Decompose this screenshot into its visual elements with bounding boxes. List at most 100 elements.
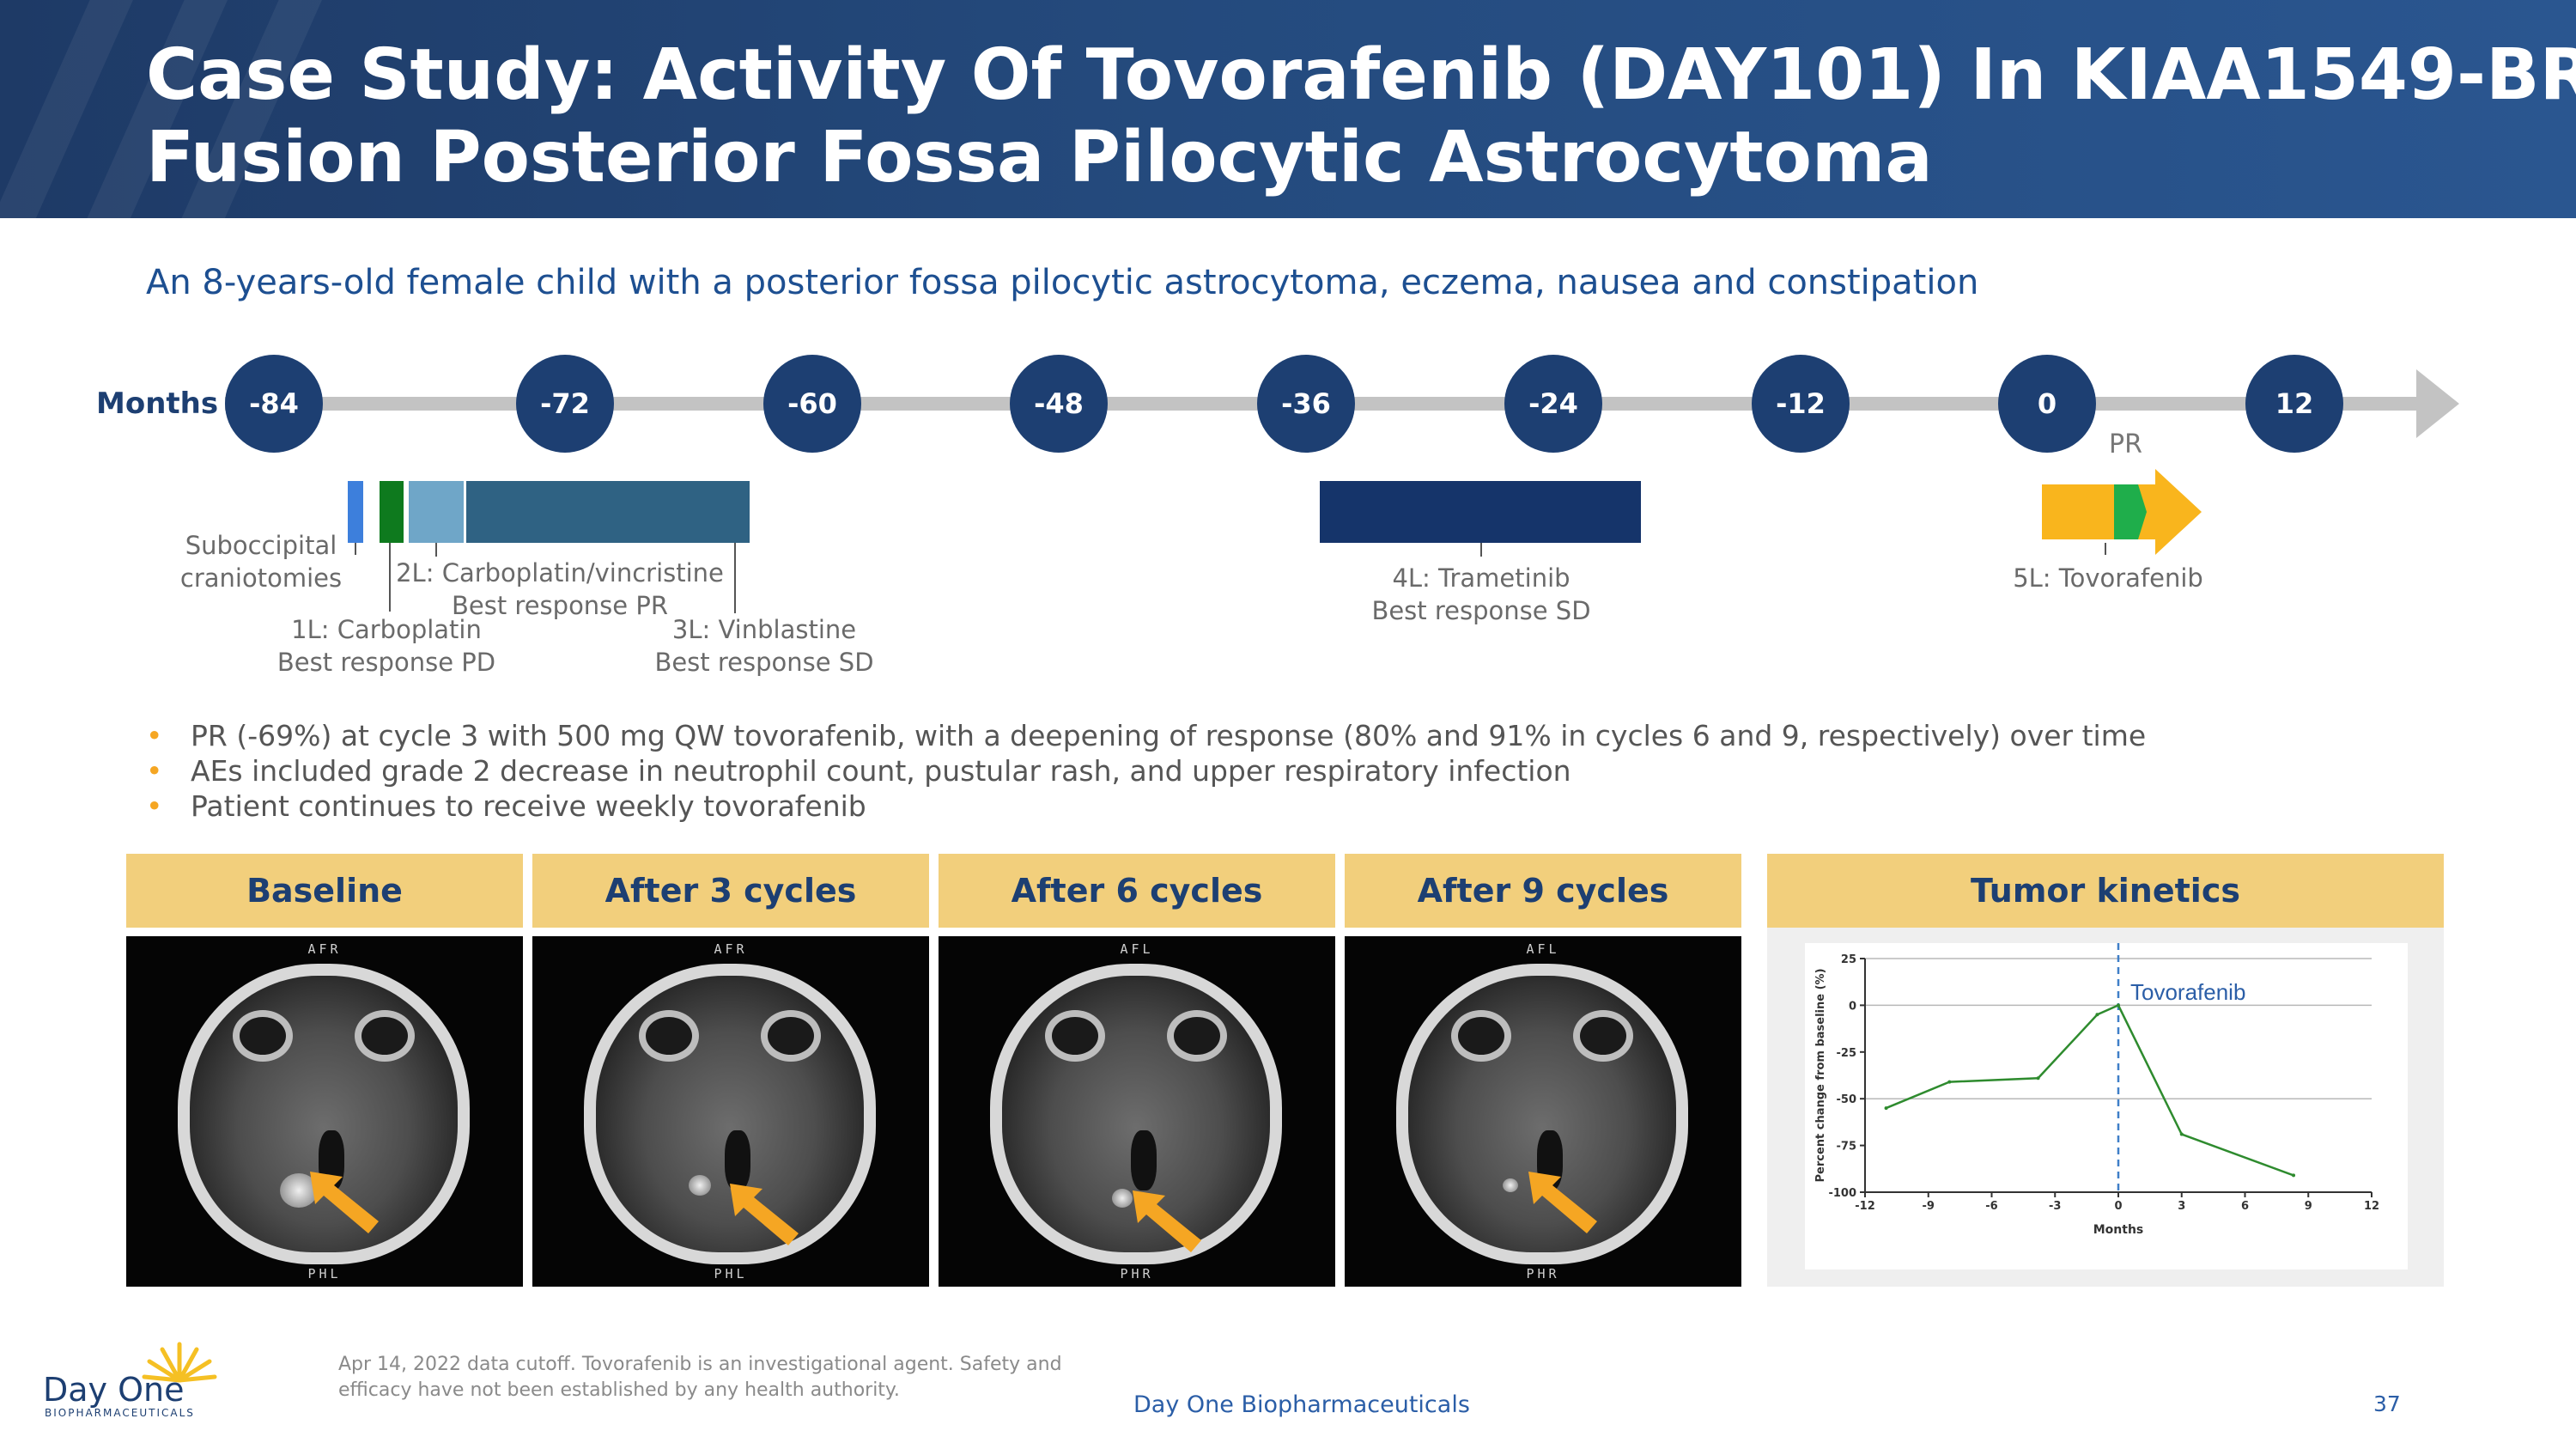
footer-company: Day One Biopharmaceuticals <box>1133 1391 1470 1418</box>
title-line-2: Fusion Posterior Fossa Pilocytic Astrocy… <box>146 117 1933 198</box>
bullet-dot-icon: • <box>146 754 163 788</box>
label-5l: 5L: Tovorafenib <box>2013 563 2203 593</box>
bullet-dot-icon: • <box>146 719 163 752</box>
panel-header-after-9: After 9 cycles <box>1345 854 1741 928</box>
scan-orientation-bottom: PHL <box>307 1266 342 1282</box>
arrow-icon <box>1133 1190 1201 1252</box>
tick <box>435 543 437 557</box>
month-marker: 0 <box>1998 355 2096 453</box>
arrow-icon <box>1528 1172 1597 1233</box>
scan-orientation-top: AFR <box>714 941 748 957</box>
panel-header-after-6: After 6 cycles <box>939 854 1335 928</box>
y-tick-label: -75 <box>1837 1141 1857 1154</box>
bar-4l-trametinib <box>1320 481 1641 543</box>
data-point <box>2117 1003 2120 1008</box>
bar-3l-vinblastine <box>466 481 750 543</box>
mri-scan-after-9: AFL PHR <box>1345 936 1741 1287</box>
data-point <box>1884 1106 1888 1111</box>
bullet-dot-icon: • <box>146 789 163 823</box>
data-point <box>1947 1080 1952 1084</box>
arrow-icon <box>730 1184 799 1245</box>
y-tick-label: -100 <box>1828 1187 1856 1200</box>
bullet-item: • AEs included grade 2 decrease in neutro… <box>146 754 1571 788</box>
scan-orientation-bottom: PHL <box>714 1266 748 1282</box>
data-point <box>2292 1173 2296 1178</box>
tick <box>355 543 356 555</box>
tovorafenib-marker-label: Tovorafenib <box>2130 979 2245 1005</box>
panel-header-baseline: Baseline <box>126 854 523 928</box>
scan-orientation-top: AFL <box>1526 941 1560 957</box>
x-tick-label: -12 <box>1855 1200 1875 1213</box>
mri-scan-after-6: AFL PHR <box>939 936 1335 1287</box>
x-tick-label: 0 <box>2114 1200 2122 1213</box>
eye-shape <box>639 1010 699 1062</box>
y-tick-label: 25 <box>1841 953 1856 966</box>
tick <box>1480 543 1482 557</box>
label-craniotomies: Suboccipital craniotomies <box>179 531 343 593</box>
bullet-item: • PR (-69%) at cycle 3 with 500 mg QW tov… <box>146 719 2147 752</box>
scan-orientation-top: AFL <box>1120 941 1154 957</box>
tick <box>734 543 736 613</box>
tick <box>389 543 391 612</box>
y-tick-label: -50 <box>1837 1093 1857 1106</box>
bar-craniotomy <box>348 481 363 543</box>
month-marker: -60 <box>763 355 861 453</box>
timeline-axis-label: Months <box>96 387 219 421</box>
slide-title: Case Study: Activity Of Tovorafenib (DAY… <box>146 34 2576 199</box>
logo-name: Day One <box>43 1371 185 1409</box>
label-4l: 4L: Trametinib Best response SD <box>1371 563 1591 625</box>
ventricle-shape <box>725 1130 750 1190</box>
summary-bullets: • PR (-69%) at cycle 3 with 500 mg QW tov… <box>146 718 2146 824</box>
y-tick-label: -25 <box>1837 1047 1857 1060</box>
x-tick-label: -6 <box>1985 1200 1997 1213</box>
eye-shape <box>1045 1010 1105 1062</box>
series-line <box>1886 1003 2294 1177</box>
scan-orientation-bottom: PHR <box>1120 1266 1154 1282</box>
eye-shape <box>1451 1010 1511 1062</box>
x-tick-label: -3 <box>2049 1200 2061 1213</box>
bar-2l-carboplatin-vincristine <box>409 481 464 543</box>
tumor-kinetics-chart: 25 0 -25 -50 -75 -100-12 -9 -6 -3 0 3 6 9 12 Months Per… <box>1814 943 2379 1237</box>
bar-5l-tovorafenib <box>2042 469 2202 555</box>
month-marker: -72 <box>516 355 614 453</box>
sun-logo-icon <box>142 1342 217 1383</box>
x-tick-label: -9 <box>1923 1200 1935 1213</box>
eye-shape <box>233 1010 293 1062</box>
tick <box>2105 543 2106 555</box>
mri-scan-after-3: AFR PHL <box>532 936 929 1287</box>
bar-1l-carboplatin <box>380 481 404 543</box>
bullet-item: • Patient continues to receive weekly tov… <box>146 789 866 823</box>
timeline-arrow-head <box>2416 369 2459 438</box>
logo-subtitle: BIOPHARMACEUTICALS <box>45 1407 195 1419</box>
y-tick-label: 0 <box>1849 1000 1856 1013</box>
x-tick-label: 6 <box>2241 1200 2249 1213</box>
scan-orientation-bottom: PHR <box>1526 1266 1560 1282</box>
page-number: 37 <box>2373 1391 2401 1416</box>
lesion-spot <box>689 1175 711 1196</box>
lesion-spot <box>1503 1178 1518 1192</box>
tumor-kinetics-plot-area: 25 0 -25 -50 -75 -100 -12 -9 -6 -3 0 3 6 9 12 Months Per… <box>1805 943 2408 1269</box>
label-3l: 3L: Vinblastine Best response SD <box>654 615 874 677</box>
month-marker: 12 <box>2245 355 2343 453</box>
month-marker: -12 <box>1752 355 1850 453</box>
label-1l: 1L: Carboplatin Best response PD <box>276 615 496 677</box>
slide-header: Case Study: Activity Of Tovorafenib (DAY… <box>0 0 2576 218</box>
data-point <box>2036 1076 2040 1081</box>
data-point <box>2095 1013 2099 1017</box>
lesion-spot <box>1112 1189 1133 1208</box>
scan-orientation-top: AFR <box>307 941 342 957</box>
case-subtitle: An 8-years-old female child with a poste… <box>146 263 1979 302</box>
eye-shape <box>355 1010 415 1062</box>
month-marker: -48 <box>1010 355 1108 453</box>
x-axis-title: Months <box>2093 1223 2144 1237</box>
month-marker: -36 <box>1257 355 1355 453</box>
eye-shape <box>1573 1010 1633 1062</box>
x-tick-label: 9 <box>2305 1200 2312 1213</box>
footnote: Apr 14, 2022 data cutoff. Tovorafenib is… <box>338 1354 1062 1401</box>
panel-header-after-3: After 3 cycles <box>532 854 929 928</box>
month-marker: -84 <box>225 355 323 453</box>
panel-header-tumor-kinetics: Tumor kinetics <box>1767 854 2444 928</box>
title-line-1: Case Study: Activity Of Tovorafenib (DAY… <box>146 34 2576 116</box>
x-tick-label: 3 <box>2178 1200 2185 1213</box>
ventricle-shape <box>1131 1130 1157 1190</box>
